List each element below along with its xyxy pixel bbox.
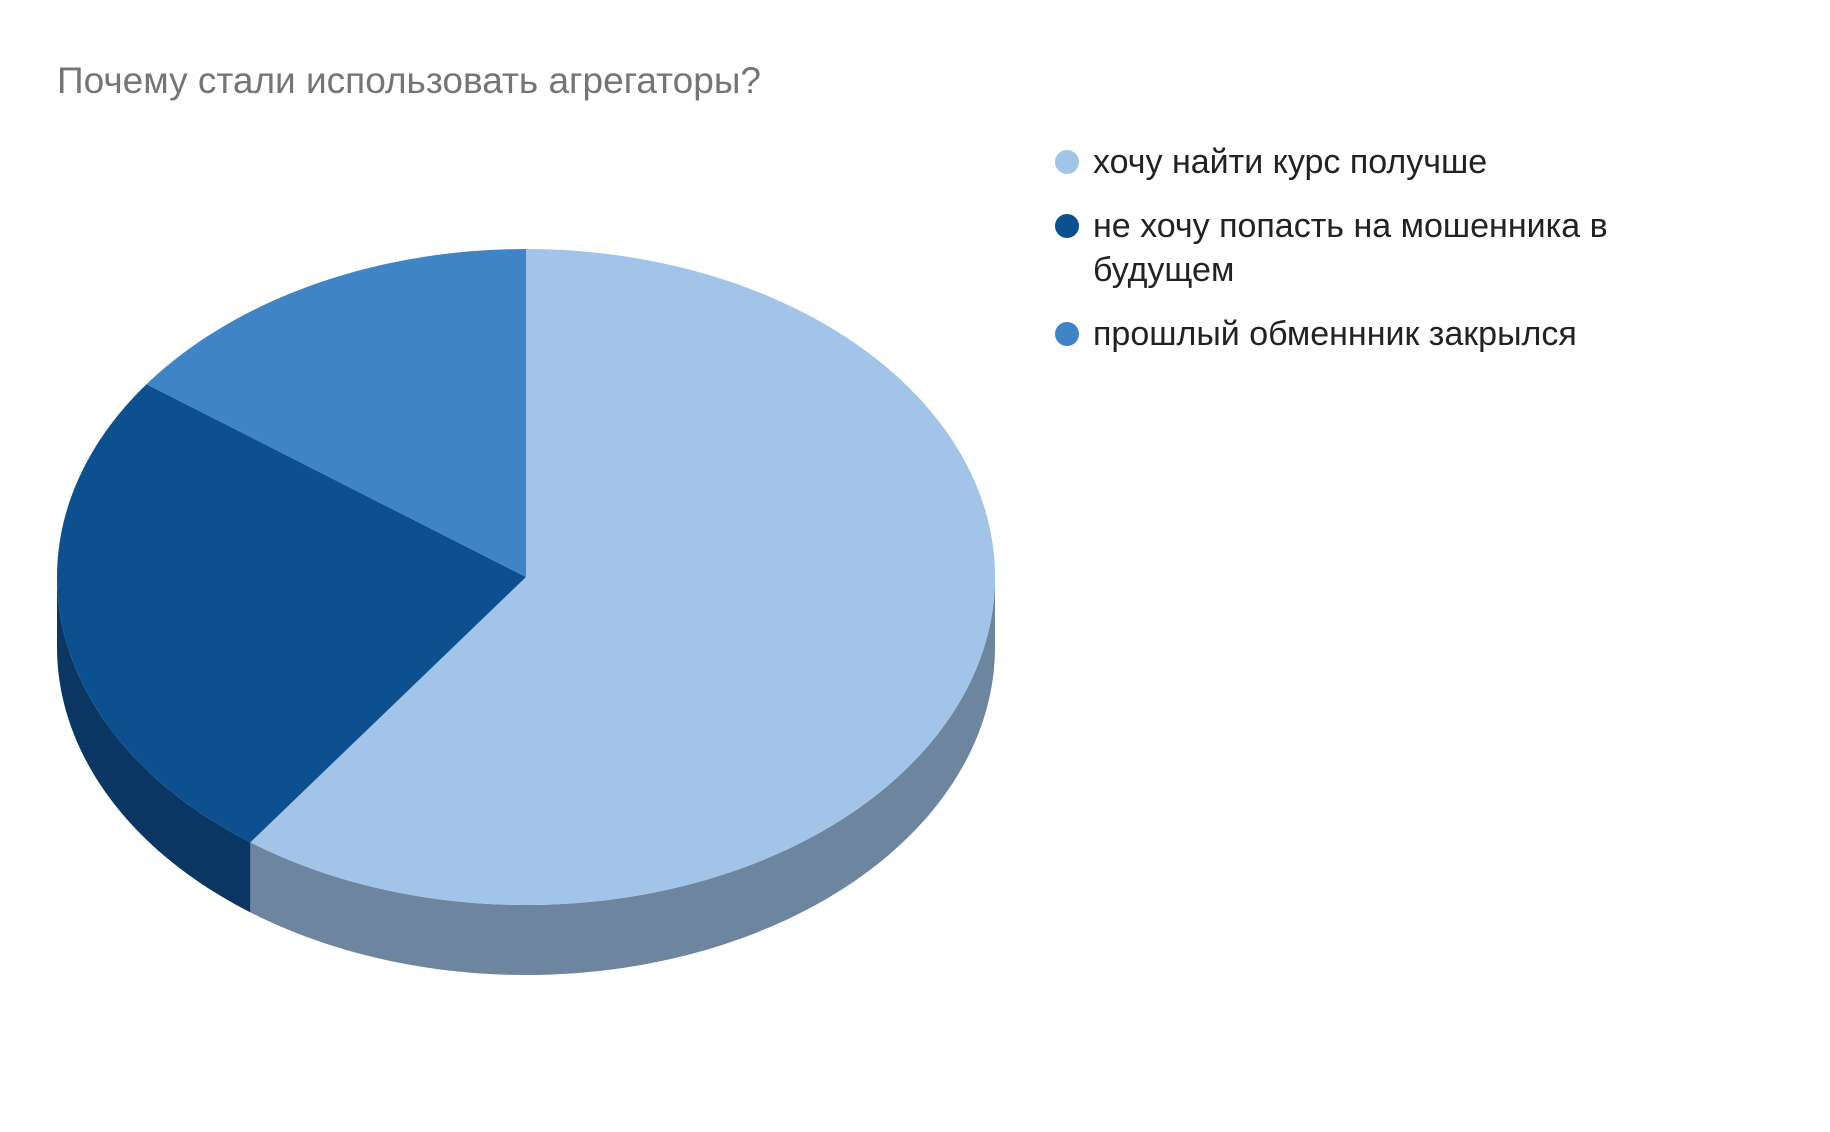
slice-side [57, 577, 251, 913]
legend-swatch [1055, 322, 1079, 346]
legend-item: не хочу попасть на мошенника в будущем [1055, 204, 1655, 292]
legend-swatch [1055, 150, 1079, 174]
legend-item: прошлый обменнник закрылся [1055, 312, 1655, 356]
pie-slice [146, 249, 526, 577]
legend-item: хочу найти курс получше [1055, 140, 1655, 184]
legend-label: не хочу попасть на мошенника в будущем [1093, 207, 1608, 289]
legend-label: хочу найти курс получше [1093, 143, 1488, 181]
chart-title: Почему стали использовать агрегаторы? [57, 60, 761, 101]
slice-side [250, 577, 995, 975]
pie-slice [57, 384, 527, 843]
legend-swatch [1055, 214, 1079, 238]
pie-slice [250, 249, 995, 905]
legend-label: прошлый обменнник закрылся [1093, 315, 1577, 353]
legend: хочу найти курс получше не хочу попасть н… [1055, 140, 1655, 376]
pie [57, 249, 995, 975]
